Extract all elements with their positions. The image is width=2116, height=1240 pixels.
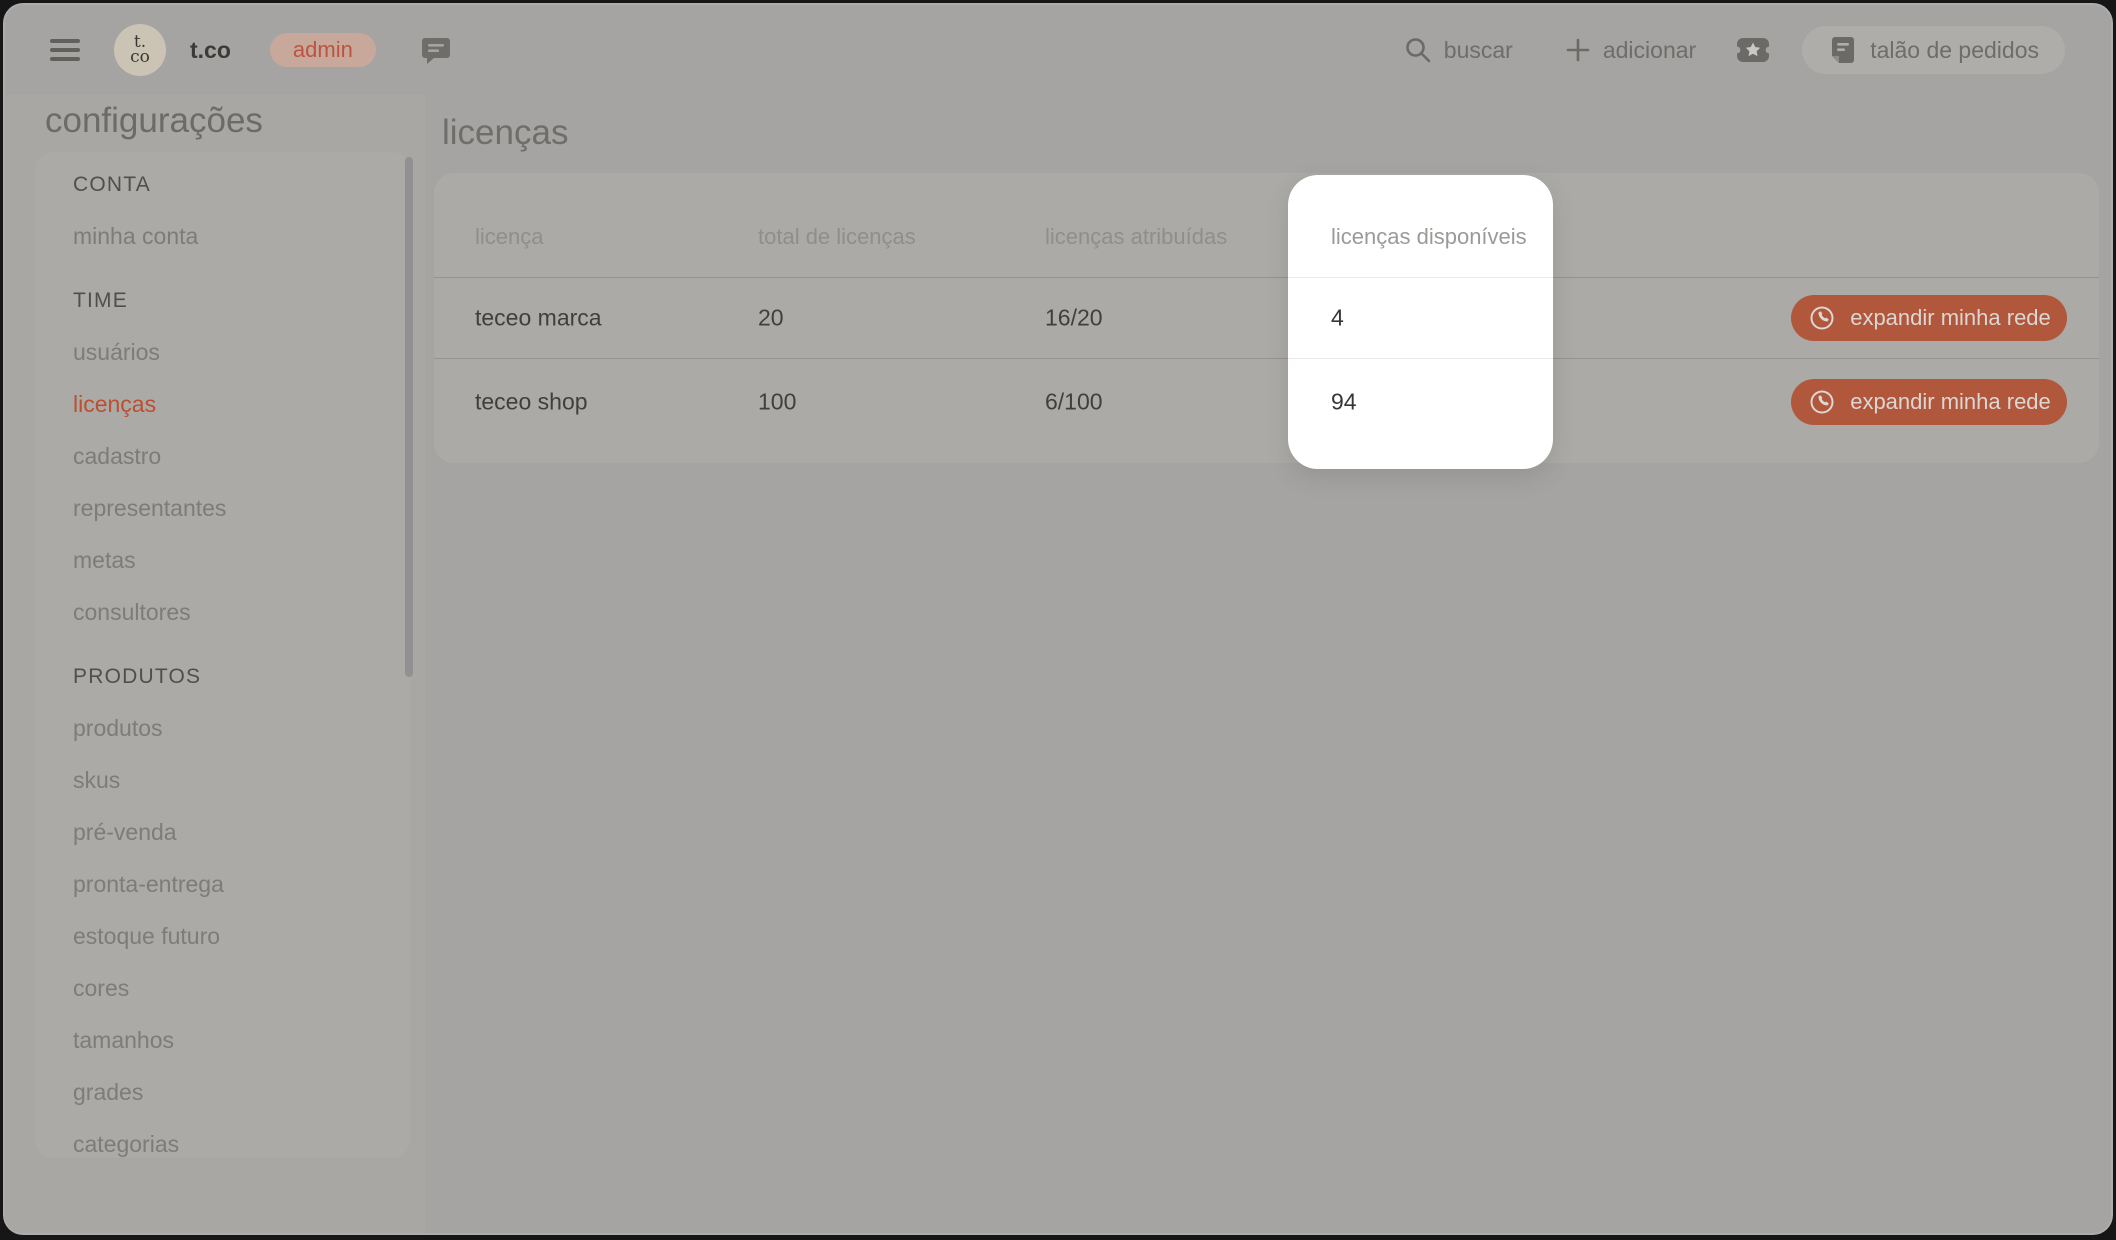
settings-sidebar: configurações CONTA minha conta TIME usu… [5,95,425,1233]
whatsapp-icon [1807,387,1837,417]
avatar-logo-line1: t. [133,32,147,52]
row1-total: 20 [758,304,784,331]
search-action[interactable]: buscar [1404,36,1513,64]
search-icon [1404,36,1432,64]
add-label: adicionar [1602,36,1697,63]
sidebar-section-conta: CONTA [73,173,151,196]
sidebar-item-categorias[interactable]: categorias [73,1130,180,1157]
sidebar-item-grades[interactable]: grades [73,1078,144,1105]
sidebar-section-produtos: PRODUTOS [73,665,202,688]
sidebar-item-minha-conta[interactable]: minha conta [73,222,199,249]
avatar[interactable]: t. co [114,24,166,76]
row1-licenca: teceo marca [475,304,602,331]
sidebar-item-usuarios[interactable]: usuários [73,338,160,365]
sidebar-item-cores[interactable]: cores [73,974,130,1001]
sidebar-item-pronta-entrega[interactable]: pronta-entrega [73,870,224,897]
col-header-total: total de licenças [758,224,916,249]
expand-network-label: expandir minha rede [1850,305,2051,330]
col-header-atribuidas: licenças atribuídas [1045,224,1228,249]
licenses-table: licença total de licenças licenças atrib… [434,173,2099,463]
sidebar-title: configurações [45,101,263,140]
sidebar-item-tamanhos[interactable]: tamanhos [73,1026,175,1053]
sidebar-item-licencas[interactable]: licenças [73,390,157,417]
sidebar-item-pre-venda[interactable]: pré-venda [73,818,177,845]
ticket-star-icon[interactable] [1736,36,1771,64]
row2-total: 100 [758,388,797,415]
brand-name: t.co [190,36,231,63]
table-divider [434,358,2099,359]
expand-network-button-row2[interactable]: expandir minha rede [1791,379,2067,425]
spotlight-highlight: licenças disponíveis 4 94 [1288,175,1553,469]
sidebar-item-consultores[interactable]: consultores [73,598,191,625]
page-title: licenças [442,113,569,152]
sidebar-item-cadastro[interactable]: cadastro [73,442,162,469]
sidebar-section-time: TIME [73,289,128,312]
receipt-icon [1828,35,1856,65]
chat-icon[interactable] [421,35,451,65]
row1-atribuidas: 16/20 [1045,304,1103,331]
sidebar-item-metas[interactable]: metas [73,546,136,573]
avatar-logo-line2: co [130,47,150,67]
sidebar-item-estoque-futuro[interactable]: estoque futuro [73,922,221,949]
whatsapp-icon [1807,303,1837,333]
search-label: buscar [1443,36,1513,63]
app-window: t. co t.co admin [5,5,2111,1233]
sidebar-item-skus[interactable]: skus [73,766,121,793]
spotlight-column-header: licenças disponíveis [1331,224,1527,249]
spotlight-divider [1288,358,1553,359]
spotlight-value-row1: 4 [1331,304,1344,331]
row2-licenca: teceo shop [475,388,588,415]
orders-button-label: talão de pedidos [1870,36,2039,63]
sidebar-item-representantes[interactable]: representantes [73,494,227,521]
hamburger-menu-icon[interactable] [50,39,80,61]
expand-network-label: expandir minha rede [1850,389,2051,414]
spotlight-value-row2: 94 [1331,388,1357,415]
col-header-licenca: licença [475,224,544,249]
topbar: t. co t.co admin [5,5,2111,95]
add-action[interactable]: adicionar [1565,37,1696,64]
sidebar-nav-card: CONTA minha conta TIME usuários licenças… [35,152,410,1158]
topbar-right: buscar adicionar [1404,26,2065,74]
row2-atribuidas: 6/100 [1045,388,1103,415]
expand-network-button-row1[interactable]: expandir minha rede [1791,295,2067,341]
table-divider [434,277,2099,278]
sidebar-scrollbar[interactable] [405,157,413,677]
plus-icon [1565,37,1591,63]
spotlight-divider [1288,277,1553,278]
role-badge: admin [269,33,376,67]
sidebar-item-produtos[interactable]: produtos [73,714,163,741]
orders-button[interactable]: talão de pedidos [1802,26,2065,74]
